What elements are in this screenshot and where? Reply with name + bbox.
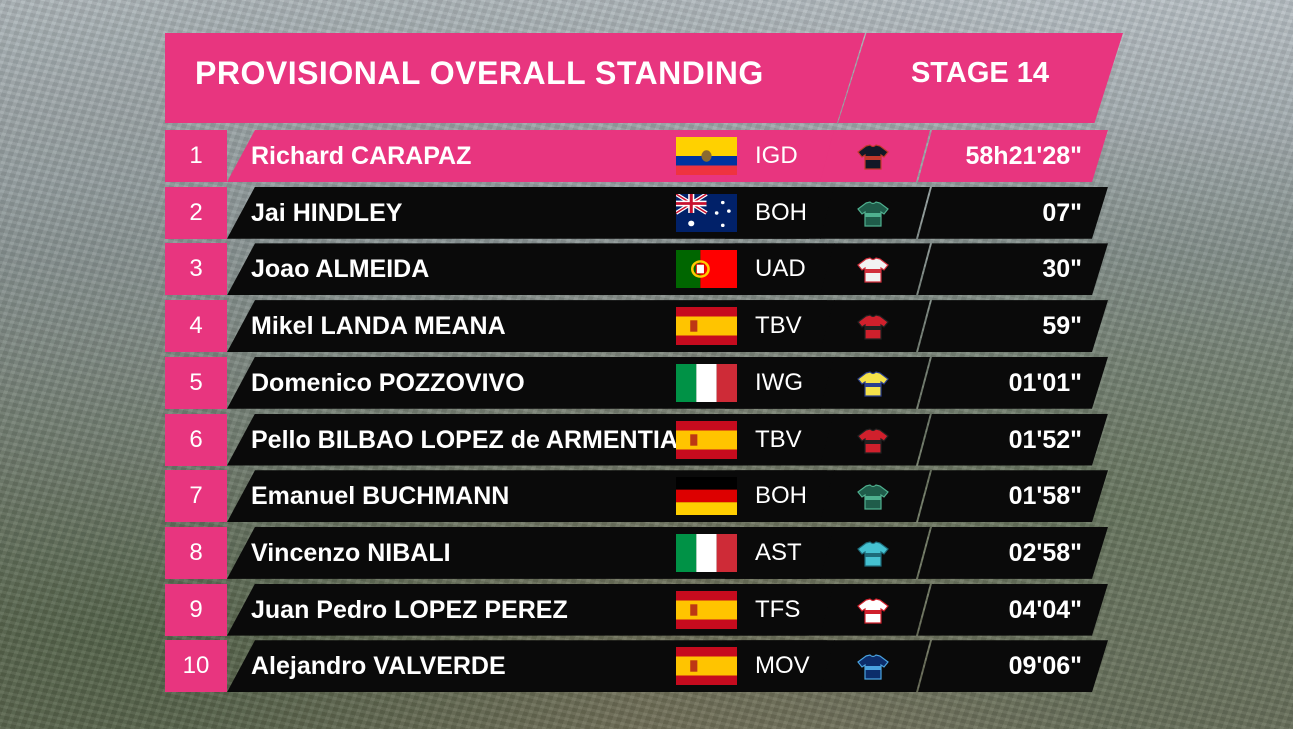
row-team-bar (725, 243, 835, 295)
row-time-bar (918, 640, 1108, 692)
rider-rank: 5 (165, 356, 227, 409)
team-code: TBV (755, 312, 802, 340)
rider-name: Juan Pedro LOPEZ PEREZ (251, 595, 568, 624)
spain-flag-icon (676, 307, 737, 346)
rider-row: 1 Richard CARAPAZ IGD 58h21'28" (165, 130, 1125, 182)
title-banner (165, 33, 865, 123)
row-team-bar (725, 130, 835, 182)
gap-time: 02'58" (1008, 538, 1082, 567)
rider-name: Alejandro VALVERDE (251, 652, 506, 681)
rider-rank: 1 (165, 130, 227, 182)
rider-name: Richard CARAPAZ (251, 142, 472, 170)
row-time-bar (918, 470, 1108, 522)
gap-time: 01'01" (1008, 368, 1082, 397)
rider-row: 2 Jai HINDLEY BOH 07" (165, 186, 1125, 239)
gap-time: 59" (1042, 312, 1082, 341)
team-code: IGD (755, 142, 798, 169)
standing-title: PROVISIONAL OVERALL STANDING (195, 55, 764, 91)
jersey-boh-icon (857, 201, 889, 227)
rider-row: 5 Domenico POZZOVIVO IWG 01'01" (165, 356, 1125, 409)
team-code: BOH (755, 482, 808, 510)
rider-row: 6 Pello BILBAO LOPEZ de ARMENTIA TBV 01'52" (165, 413, 1125, 466)
rider-rank: 10 (165, 640, 227, 693)
team-code: MOV (755, 652, 810, 680)
row-team-bar (725, 584, 835, 636)
gap-time: 01'52" (1008, 425, 1082, 454)
rider-name: Domenico POZZOVIVO (251, 368, 525, 397)
rider-name: Mikel LANDA MEANA (251, 312, 506, 341)
row-time-bar (918, 187, 1108, 239)
jersey-boh-icon (857, 484, 889, 510)
gap-time: 04'04" (1008, 595, 1082, 624)
rider-name: Emanuel BUCHMANN (251, 482, 510, 511)
spain-flag-icon (676, 590, 737, 629)
row-team-bar (725, 300, 835, 352)
jersey-iwg-icon (857, 371, 889, 397)
rider-row: 10 Alejandro VALVERDE MOV 09'06" (165, 640, 1125, 693)
jersey-tfs-icon (857, 597, 889, 624)
team-code: IWG (755, 368, 803, 396)
row-time-bar (918, 527, 1108, 579)
rider-name: Pello BILBAO LOPEZ de ARMENTIA (251, 425, 678, 454)
row-time-bar (918, 414, 1108, 466)
row-time-bar (918, 357, 1108, 409)
team-code: TFS (755, 595, 801, 623)
team-code: AST (755, 538, 802, 566)
jersey-mov-icon (857, 654, 889, 680)
rider-row: 7 Emanuel BUCHMANN BOH 01'58" (165, 470, 1125, 523)
gap-time: 09'06" (1008, 652, 1082, 681)
italy-flag-icon (676, 533, 737, 572)
germany-flag-icon (676, 477, 737, 516)
rider-rank: 6 (165, 413, 227, 466)
rider-name: Jai HINDLEY (251, 198, 403, 227)
row-team-bar (725, 187, 835, 239)
rider-rank: 9 (165, 583, 227, 636)
row-team-bar (725, 470, 835, 522)
team-code: BOH (755, 198, 808, 226)
row-time-bar (918, 584, 1108, 636)
gap-time: 01'58" (1008, 482, 1082, 511)
jersey-tbv-icon (857, 427, 889, 454)
ecuador-flag-icon (676, 137, 737, 175)
rider-rank: 8 (165, 526, 227, 579)
gap-time: 07" (1042, 198, 1082, 227)
italy-flag-icon (676, 363, 737, 402)
row-team-bar (725, 640, 835, 692)
rider-row: 4 Mikel LANDA MEANA TBV 59" (165, 300, 1125, 353)
row-team-bar (725, 414, 835, 466)
row-team-bar (725, 527, 835, 579)
gap-time: 30" (1042, 255, 1082, 284)
row-time-bar (918, 130, 1108, 182)
rider-name: Joao ALMEIDA (251, 255, 430, 284)
rider-row: 8 Vincenzo NIBALI AST 02'58" (165, 526, 1125, 579)
stage-banner (838, 33, 1123, 123)
row-time-bar (918, 243, 1108, 295)
rider-name: Vincenzo NIBALI (251, 538, 451, 567)
team-code: TBV (755, 425, 802, 453)
team-code: UAD (755, 255, 806, 283)
portugal-flag-icon (676, 250, 737, 289)
rider-rank: 2 (165, 186, 227, 239)
jersey-igd-icon (857, 144, 889, 170)
row-team-bar (725, 357, 835, 409)
jersey-uad-icon (857, 257, 889, 283)
jersey-tbv-icon (857, 314, 889, 340)
jersey-ast-icon (857, 541, 889, 567)
spain-flag-icon (676, 420, 737, 459)
gap-time: 58h21'28" (965, 142, 1083, 170)
australia-flag-icon (676, 193, 737, 232)
rider-row: 3 Joao ALMEIDA UAD 30" (165, 243, 1125, 296)
rider-rank: 3 (165, 243, 227, 296)
row-time-bar (918, 300, 1108, 352)
stage-label: STAGE 14 (910, 57, 1050, 89)
rider-rank: 7 (165, 470, 227, 523)
rider-rank: 4 (165, 300, 227, 353)
spain-flag-icon (676, 647, 737, 686)
rider-row: 9 Juan Pedro LOPEZ PEREZ TFS 04'04" (165, 583, 1125, 636)
